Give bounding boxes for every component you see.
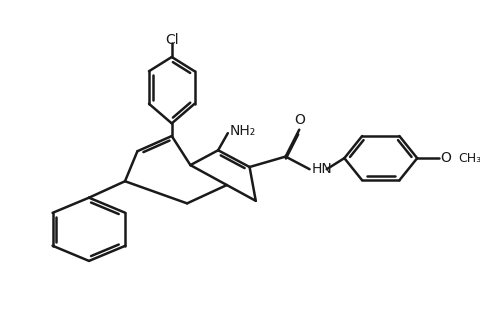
Text: O: O	[441, 151, 452, 165]
Text: HN: HN	[312, 162, 332, 176]
Text: Cl: Cl	[165, 33, 179, 46]
Text: CH₃: CH₃	[459, 152, 480, 165]
Text: NH₂: NH₂	[230, 124, 256, 138]
Text: O: O	[294, 113, 305, 127]
